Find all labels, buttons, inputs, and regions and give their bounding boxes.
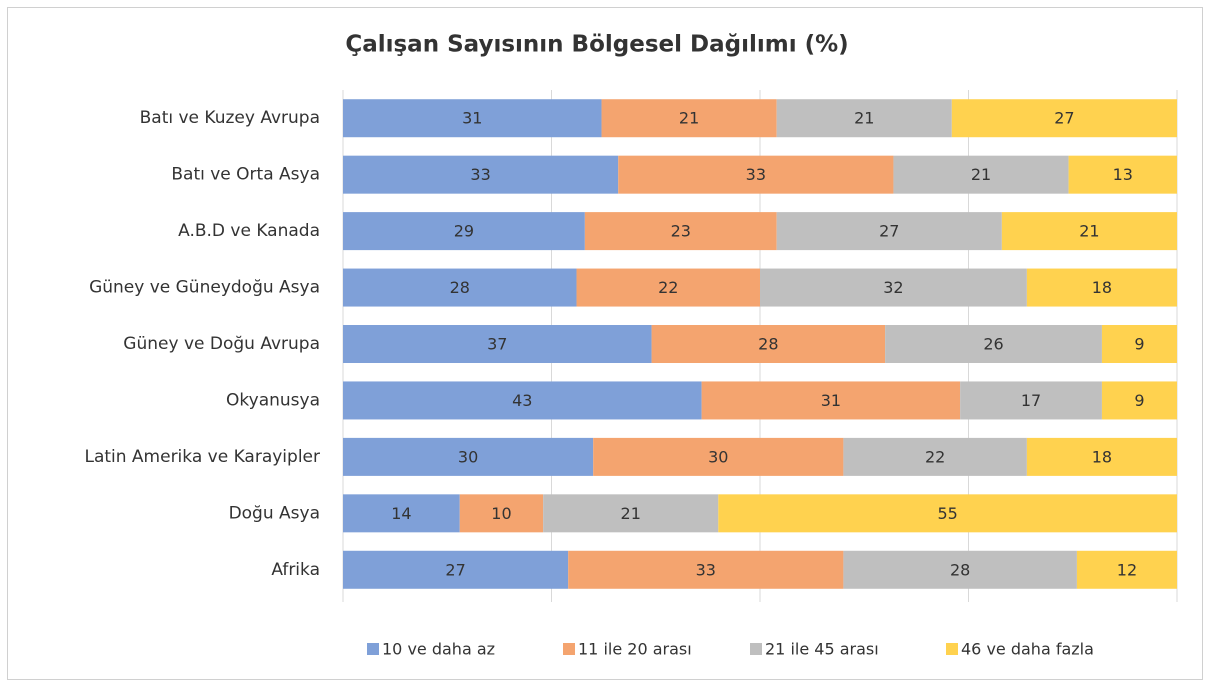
legend-swatch [946, 643, 958, 655]
y-tick-label: Güney ve Doğu Avrupa [123, 334, 320, 354]
data-label: 29 [454, 222, 474, 241]
y-tick-label: A.B.D ve Kanada [178, 221, 320, 241]
bar-segment [593, 437, 844, 476]
data-label: 33 [470, 165, 490, 184]
data-label: 22 [658, 278, 678, 297]
legend-swatch [563, 643, 575, 655]
data-label: 31 [821, 391, 841, 410]
data-label: 30 [708, 447, 728, 466]
data-label: 27 [879, 222, 899, 241]
data-label: 21 [679, 109, 699, 128]
bar-segment [343, 99, 602, 138]
data-label: 55 [937, 504, 957, 523]
data-label: 9 [1134, 391, 1144, 410]
y-tick-label: Latin Amerika ve Karayipler [84, 447, 320, 467]
bar-segment [343, 381, 702, 420]
chart-title: Çalışan Sayısının Bölgesel Dağılımı (%) [345, 32, 848, 58]
data-label: 13 [1113, 165, 1133, 184]
bar-segment [951, 99, 1177, 138]
bar-segment [1101, 325, 1177, 363]
bar-segment [960, 381, 1102, 420]
data-label: 31 [462, 109, 482, 128]
bar-segment [1101, 381, 1177, 420]
bar-segment [343, 325, 652, 363]
bar-segment [885, 325, 1102, 363]
y-tick-label: Batı ve Orta Asya [171, 165, 320, 185]
bar-segment [1001, 212, 1177, 251]
bar-segment [343, 268, 577, 307]
bar-segment [776, 212, 1002, 251]
bar-segment [1026, 268, 1177, 307]
bar-segment [718, 494, 1177, 533]
data-label: 22 [925, 447, 945, 466]
y-tick-label: Güney ve Güneydoğu Asya [89, 278, 320, 298]
data-label: 23 [671, 222, 691, 241]
bar-segment [1068, 155, 1177, 194]
data-label: 27 [1054, 109, 1074, 128]
bar-segment [618, 155, 894, 194]
legend-swatch [367, 643, 379, 655]
legend-label: 11 ile 20 arası [578, 640, 692, 659]
data-label: 28 [758, 335, 778, 354]
bar-segment [343, 550, 569, 589]
data-label: 10 [491, 504, 511, 523]
bar-segment [343, 212, 585, 251]
data-label: 43 [512, 391, 532, 410]
bar-segment [343, 155, 619, 194]
data-label: 32 [883, 278, 903, 297]
y-tick-label: Doğu Asya [229, 503, 320, 523]
data-label: 21 [854, 109, 874, 128]
bar-segment [1076, 550, 1177, 589]
bar-segment [701, 381, 961, 420]
legend-label: 46 ve daha fazla [961, 640, 1094, 659]
data-label: 21 [1079, 222, 1099, 241]
data-label: 18 [1092, 447, 1112, 466]
data-label: 27 [445, 560, 465, 579]
bar-segment [843, 550, 1077, 589]
bar-segment [343, 437, 594, 476]
data-label: 12 [1117, 560, 1137, 579]
legend-swatch [750, 643, 762, 655]
data-label: 14 [391, 504, 411, 523]
data-label: 9 [1134, 335, 1144, 354]
bar-segment [776, 99, 952, 138]
data-label: 33 [746, 165, 766, 184]
bar-segment [576, 268, 760, 307]
bar-segment [543, 494, 719, 533]
bar-segment [459, 494, 544, 533]
bar-segment [651, 325, 886, 363]
bar-segment [601, 99, 777, 138]
data-label: 28 [450, 278, 470, 297]
legend-label: 10 ve daha az [382, 640, 495, 659]
data-label: 26 [983, 335, 1003, 354]
y-tick-label: Batı ve Kuzey Avrupa [140, 108, 320, 128]
y-tick-label: Afrika [271, 560, 320, 580]
data-label: 33 [696, 560, 716, 579]
data-label: 17 [1021, 391, 1041, 410]
bar-segment [843, 437, 1027, 476]
bar-segment [1026, 437, 1177, 476]
data-label: 18 [1092, 278, 1112, 297]
bar-segment [343, 494, 460, 533]
data-label: 30 [458, 447, 478, 466]
data-label: 37 [487, 335, 507, 354]
bar-segment [760, 268, 1027, 307]
bar-segment [568, 550, 844, 589]
y-tick-label: Okyanusya [226, 390, 320, 410]
data-label: 21 [971, 165, 991, 184]
bar-segment [584, 212, 777, 251]
data-label: 28 [950, 560, 970, 579]
bar-segment [893, 155, 1069, 194]
data-label: 21 [621, 504, 641, 523]
legend-label: 21 ile 45 arası [765, 640, 879, 659]
